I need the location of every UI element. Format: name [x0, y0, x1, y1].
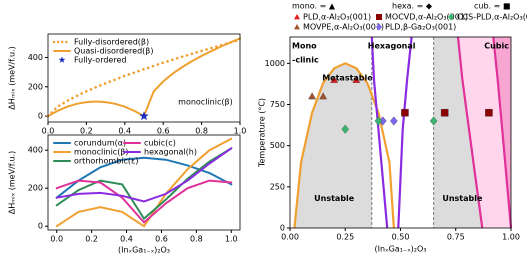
cubic-region [493, 37, 511, 228]
y-tick-label: 200 [28, 82, 43, 91]
phase-boundary [397, 36, 413, 229]
y-tick-label: 400 [28, 53, 43, 62]
plot-frame [47, 134, 241, 231]
phase-boundary [370, 36, 389, 229]
y-tick-label: 200 [28, 184, 43, 193]
y-axis-label: ΔHₘᵢₓ (meV/f.u.) [8, 46, 17, 110]
data-point [319, 92, 328, 100]
legend-marker [294, 14, 300, 20]
x-tick-label: 0.2 [85, 235, 98, 244]
data-point [440, 108, 449, 117]
legend-label: Fully-disordered(β) [74, 38, 149, 47]
x-tick-label: 0.8 [195, 127, 208, 136]
x-tick-label: 0.0 [42, 127, 55, 136]
y-tick-label: 750 [270, 100, 285, 109]
y-tick-label: 500 [270, 141, 285, 150]
y-tick-label: 400 [28, 146, 43, 155]
region-label: Mono [292, 42, 317, 51]
x-tick-label: 0.75 [447, 233, 465, 242]
legend-label: cubic(c) [144, 139, 176, 148]
x-tick-label: 0.8 [190, 235, 203, 244]
data-point [352, 75, 361, 83]
y-axis-label: Temperature (°C) [258, 98, 267, 168]
x-tick-label: 0.50 [392, 233, 410, 242]
legend-marker [376, 14, 382, 20]
region-label: Metastable [322, 74, 373, 83]
data-point [330, 75, 339, 83]
data-point [429, 116, 438, 126]
annotation: monoclinic(β) [178, 98, 233, 107]
legend-label: corundum(α) [74, 139, 126, 148]
marker-key: hexa. = ◆ [392, 2, 433, 11]
legend-label: Fully-ordered [74, 56, 126, 65]
point [139, 111, 149, 121]
x-axis-label: (InₓGa₁₋ₓ)₂O₃ [118, 246, 170, 255]
phase-boundary [492, 36, 513, 229]
data-point [485, 108, 493, 117]
unstable-region [433, 37, 483, 228]
series-line [55, 137, 233, 228]
legend-label: MOVPE,α-Al₂O₃(001) [303, 23, 384, 32]
x-tick-label: 0.25 [336, 233, 354, 242]
data-point [401, 108, 409, 117]
marker-key: cub. = ■ [474, 2, 510, 11]
series-line [55, 147, 233, 203]
plot-frame [289, 36, 512, 229]
y-tick-label: 1000 [265, 59, 285, 68]
x-tick-label: 1.00 [502, 233, 520, 242]
series-line [46, 38, 242, 118]
plot-frame [47, 33, 241, 123]
series-line [55, 179, 233, 224]
legend-label: Quasi-disordered(β) [74, 47, 154, 56]
region-label: -clinic [292, 56, 319, 65]
region-label: Hexagonal [368, 42, 416, 51]
legend-label: monoclinic(β) [74, 148, 129, 157]
x-tick-label: 0.4 [120, 235, 133, 244]
legend-label: hexagonal(h) [144, 148, 197, 157]
legend-marker [294, 24, 300, 30]
data-point [308, 92, 316, 100]
legend-marker [448, 13, 454, 21]
y-tick-label: 250 [270, 182, 285, 191]
y-tick-label: 0 [38, 222, 43, 231]
unstable-region [294, 63, 372, 228]
x-tick-label: 0.0 [50, 235, 63, 244]
plot-area [55, 137, 233, 228]
x-tick-label: 0.4 [118, 127, 131, 136]
marker-key: mono. = ▲ [292, 2, 336, 11]
y-tick-label: 0 [38, 112, 43, 121]
y-axis-label: ΔHₘᵢₓ (meV/f.u.) [8, 151, 17, 215]
legend-label: PLD,β-Ga₂O₃(001) [385, 23, 456, 32]
phase-boundary [456, 36, 484, 229]
data-point [374, 116, 383, 126]
legend-marker [376, 23, 382, 31]
data-point [390, 116, 398, 126]
x-tick-label: 0.6 [157, 127, 170, 136]
legend-label: CCS-PLD,α-Al₂O₃(001) [457, 13, 527, 22]
region-label: Unstable [442, 194, 483, 203]
phase-boundary [293, 62, 395, 229]
x-tick-label: 0.2 [80, 127, 93, 136]
series-line [55, 147, 233, 221]
y-tick-label: 0 [280, 224, 285, 233]
region-label: Cubic [484, 42, 509, 51]
legend-label: MOCVD,α-Al₂O₃(001) [385, 13, 468, 22]
x-tick-label: 0.6 [155, 235, 168, 244]
x-tick-label: 1.0 [225, 235, 238, 244]
legend-label: PLD,α-Al₂O₃(001) [303, 13, 371, 22]
legend-marker [58, 56, 66, 63]
x-tick-label: 0.00 [281, 233, 299, 242]
x-tick-label: 1.0 [234, 127, 247, 136]
data-point [341, 124, 350, 134]
plot-area [46, 37, 242, 121]
region-label: Unstable [314, 194, 355, 203]
legend-label: orthorhombic(ε) [74, 157, 138, 166]
x-axis-label: (InₓGa₁₋ₓ)₂O₃ [374, 245, 426, 254]
